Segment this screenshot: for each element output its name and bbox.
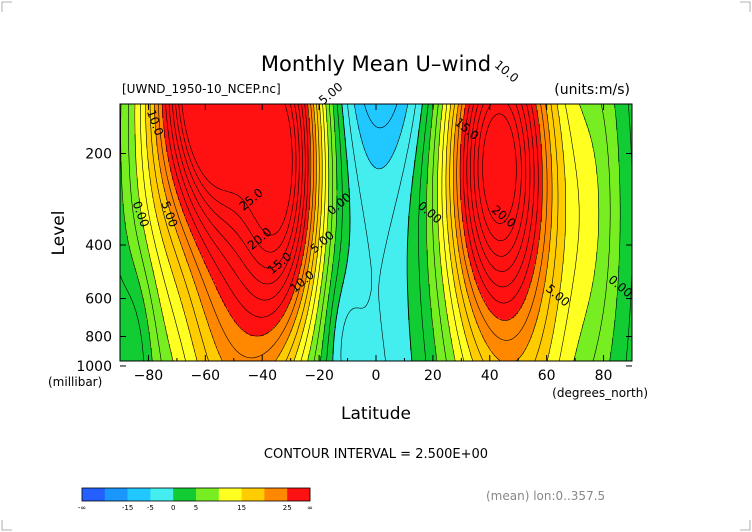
colorbar-tick-label: 0 bbox=[171, 504, 175, 512]
contour-line bbox=[154, 104, 553, 361]
x-tick-label: −80 bbox=[134, 368, 164, 384]
y-tick-label: 400 bbox=[85, 238, 112, 254]
contour-line bbox=[332, 104, 423, 361]
contour-line bbox=[149, 104, 559, 361]
contour-line bbox=[354, 104, 409, 170]
contour-line bbox=[134, 104, 600, 361]
contour-line bbox=[120, 104, 621, 361]
colorbar-swatch bbox=[196, 488, 220, 501]
contour-line bbox=[168, 104, 535, 301]
x-tick-label: 60 bbox=[538, 368, 556, 384]
contour-line bbox=[165, 104, 539, 318]
axes: −80 −60 −40 −20 0 20 40 60 80 200 400 600 800 1000 bbox=[76, 104, 633, 384]
y-tick-label: 200 bbox=[85, 147, 112, 163]
y-axis-unit: (millibar) bbox=[48, 375, 102, 389]
colorbar-swatch bbox=[287, 488, 311, 501]
contour-line bbox=[178, 104, 522, 253]
chart-subtitle-left: [UWND_1950-10_NCEP.nc] bbox=[122, 82, 281, 96]
colorbar-tick-label: -15 bbox=[122, 504, 133, 512]
contour-line bbox=[128, 104, 611, 361]
x-tick-label: 80 bbox=[595, 368, 613, 384]
chart-title: Monthly Mean U–wind bbox=[261, 52, 491, 76]
y-tick-label: 600 bbox=[85, 292, 112, 308]
x-tick-label: −60 bbox=[191, 368, 221, 384]
colorbar: -∞ -15 -5 0 5 15 25 ∞ bbox=[78, 487, 313, 512]
x-tick-label: 20 bbox=[424, 368, 442, 384]
x-tick-label: 0 bbox=[372, 368, 381, 384]
x-tick-label: −20 bbox=[304, 368, 334, 384]
colorbar-frame bbox=[81, 487, 311, 502]
chart-subtitle-right: (units:m/s) bbox=[554, 82, 630, 98]
colorbar-tick-label: ∞ bbox=[307, 504, 313, 512]
contour-line bbox=[161, 104, 543, 337]
plot-area bbox=[120, 104, 632, 361]
colorbar-tick-label: 15 bbox=[237, 504, 246, 512]
colorbar-tick-label: 5 bbox=[194, 504, 198, 512]
contour-line bbox=[172, 104, 531, 285]
colorbar-swatch bbox=[173, 488, 197, 501]
y-axis-label: Level bbox=[49, 211, 69, 256]
y-tick-label: 1000 bbox=[76, 359, 112, 375]
contour-line bbox=[158, 104, 548, 359]
x-axis-label: Latitude bbox=[341, 404, 411, 424]
colorbar-swatch bbox=[104, 488, 128, 501]
y-tick-label: 800 bbox=[85, 330, 112, 346]
colorbar-swatch bbox=[264, 488, 288, 501]
footer-text: (mean) lon:0..357.5 bbox=[486, 489, 605, 503]
colorbar-tick-label: 25 bbox=[283, 504, 292, 512]
contour-line bbox=[140, 104, 580, 361]
colorbar-swatch bbox=[127, 488, 151, 501]
contour-line bbox=[340, 104, 416, 361]
x-tick-label: −40 bbox=[247, 368, 277, 384]
contour-line bbox=[364, 104, 398, 129]
x-axis-unit: (degrees_north) bbox=[552, 386, 648, 400]
colorbar-swatch bbox=[82, 488, 106, 501]
contour-line bbox=[181, 104, 517, 236]
contour-label: 10.0 bbox=[492, 58, 521, 86]
colorbar-swatch bbox=[218, 488, 242, 501]
x-tick-label: 40 bbox=[481, 368, 499, 384]
colorbar-swatch bbox=[241, 488, 265, 501]
contour-line bbox=[145, 104, 566, 361]
colorbar-tick-label: -5 bbox=[147, 504, 154, 512]
contour-interval-text: CONTOUR INTERVAL = 2.500E+00 bbox=[264, 447, 488, 462]
colorbar-swatch bbox=[150, 488, 174, 501]
colorbar-tick-label: -∞ bbox=[78, 504, 86, 512]
contour-line bbox=[175, 104, 527, 269]
contour-label: 5.00 bbox=[316, 80, 345, 108]
